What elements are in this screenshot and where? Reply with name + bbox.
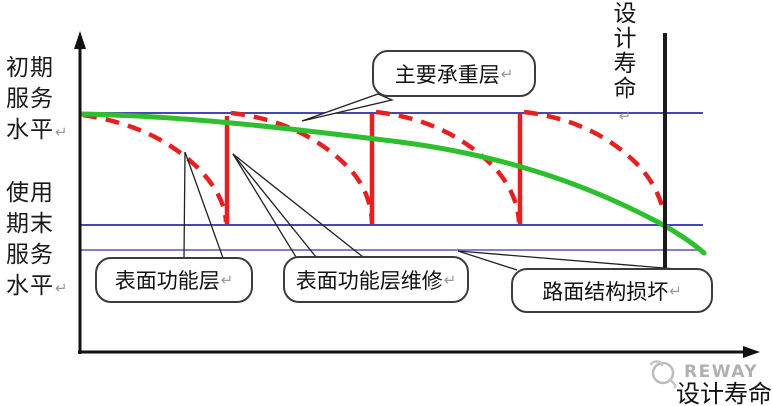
return-mark: ↵ — [618, 107, 632, 125]
damage-callout-pointer-a — [457, 250, 518, 271]
label-char: 计 — [613, 26, 637, 52]
label-char: 寿 — [613, 51, 637, 77]
design-life-bottom-label: 设计寿命↵ — [676, 374, 772, 406]
return-mark: ↵ — [443, 270, 457, 289]
x-axis-arrowhead — [743, 346, 760, 358]
callout-text: 路面结构损坏 — [542, 279, 669, 304]
callout-surface-functional-layer-repair: 表面功能层维修 ↵ — [283, 256, 469, 303]
callout-text: 主要承重层 — [394, 62, 500, 87]
return-mark: ↵ — [220, 271, 234, 289]
callout-text: 表面功能层维修 — [295, 268, 443, 293]
watermark-brand: REWAY — [684, 362, 759, 382]
callout-surface-functional-layer: 表面功能层 ↵ — [95, 257, 253, 303]
initial-service-level-label: 初期 服务 水平↵ — [6, 53, 69, 148]
repair-callout-pointer-b — [232, 153, 317, 258]
callout-pavement-structure-damage: 路面结构损坏 ↵ — [511, 268, 713, 313]
y-axis-arrowhead — [74, 31, 86, 49]
return-mark: ↵ — [500, 64, 514, 83]
label-line: 服务 — [6, 242, 54, 268]
repair-callout-pointer-c — [232, 153, 364, 258]
callout-text: 表面功能层 — [114, 269, 220, 293]
label-line: 使用 — [6, 180, 54, 206]
return-mark: ↵ — [55, 123, 69, 141]
label-text: 设计寿命 — [676, 380, 772, 406]
surface-layer-decay-curve-3 — [375, 109, 522, 223]
label-line: 水平↵ — [6, 273, 69, 299]
terminal-service-level-label: 使用 期末 服务 水平↵ — [6, 178, 69, 304]
design-life-top-label: 设 计 寿 命 ↵ — [610, 2, 640, 129]
damage-callout-pointer-b — [457, 250, 689, 271]
surface-layer-decay-curve-2 — [230, 110, 375, 223]
label-char: 命 — [613, 76, 637, 102]
surface-layer-decay-curve-1 — [82, 112, 229, 223]
surface-layer-decay-curve-4 — [523, 109, 666, 211]
main-bearing-layer-curve — [79, 111, 707, 256]
label-line: 服务 — [6, 86, 54, 112]
label-char: 设 — [613, 1, 637, 27]
surface-layer-callout-pointer-a — [183, 151, 186, 259]
label-line: 水平↵ — [6, 117, 69, 143]
callout-main-bearing-layer: 主要承重层 ↵ — [372, 50, 536, 97]
surface-layer-callout-pointer-b — [184, 151, 224, 259]
return-mark: ↵ — [55, 279, 69, 297]
label-line: 期末 — [6, 211, 54, 237]
repair-callout-pointer-a — [232, 153, 297, 258]
label-line: 初期 — [6, 55, 54, 81]
main-bearing-callout-pointer — [301, 93, 395, 122]
reway-logo-icon — [645, 356, 681, 390]
return-mark: ↵ — [669, 281, 682, 300]
